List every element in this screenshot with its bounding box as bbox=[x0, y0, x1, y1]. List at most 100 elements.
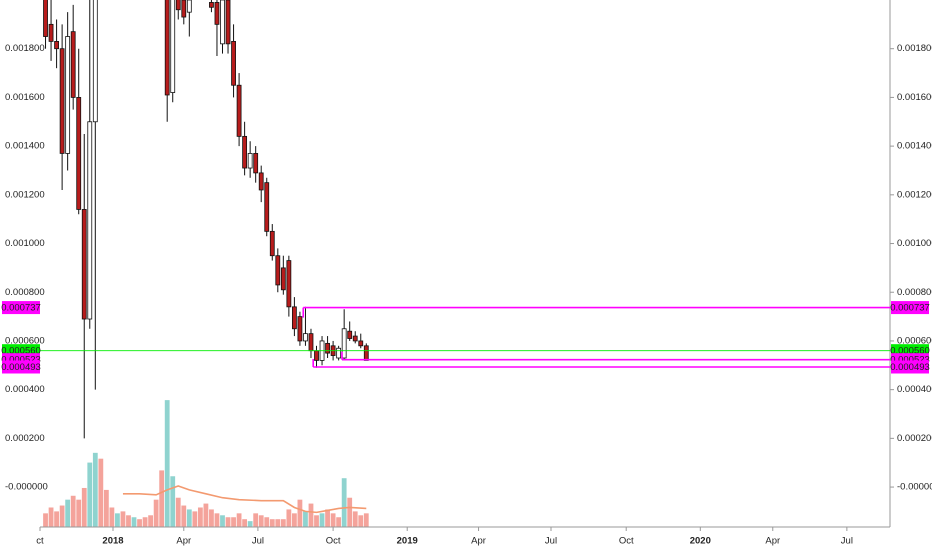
volume-bar bbox=[98, 458, 104, 527]
volume-bar bbox=[148, 515, 154, 527]
volume-bar bbox=[280, 519, 286, 527]
candle-body bbox=[170, 0, 176, 93]
y-tick-label-right: 0.001000 bbox=[897, 238, 932, 249]
candle-body bbox=[76, 97, 82, 210]
volume-bar bbox=[142, 517, 148, 527]
x-tick-label: Jul bbox=[545, 536, 557, 547]
level-label-right: 0.000523 bbox=[890, 355, 930, 366]
candle-body bbox=[81, 209, 87, 320]
volume-bar bbox=[186, 509, 192, 527]
level-label-left: 0.000737 bbox=[1, 303, 41, 314]
volume-moving-average bbox=[122, 485, 367, 514]
volume-bar bbox=[220, 515, 225, 527]
candle-body bbox=[303, 333, 308, 342]
volume-bar bbox=[275, 519, 281, 527]
x-tick-label: Apr bbox=[765, 536, 780, 547]
volume-bar bbox=[236, 513, 242, 527]
candle-body bbox=[70, 31, 76, 98]
level-label-right: 0.000560 bbox=[890, 346, 930, 357]
volume-bar bbox=[253, 513, 259, 527]
x-tick-label: Apr bbox=[176, 536, 191, 547]
candle-body bbox=[87, 121, 93, 320]
volume-bar bbox=[109, 507, 115, 527]
volume-bar bbox=[59, 505, 65, 527]
candle-body bbox=[247, 153, 253, 169]
volume-bar bbox=[126, 515, 131, 527]
volume-bar bbox=[286, 509, 292, 527]
candle-body bbox=[186, 0, 192, 13]
volume-bar bbox=[203, 503, 209, 527]
candle-body bbox=[264, 182, 270, 232]
volume-bar bbox=[170, 476, 176, 527]
volume-bar bbox=[87, 462, 93, 527]
y-tick-label-right: 0.000400 bbox=[897, 384, 932, 395]
y-tick-label-right: 0.001800 bbox=[897, 43, 932, 54]
candle-body bbox=[308, 333, 314, 352]
candle-body bbox=[220, 0, 225, 45]
candle-body bbox=[325, 342, 330, 354]
candle-body bbox=[231, 41, 236, 86]
level-label-box-right bbox=[891, 360, 929, 374]
volume-bar bbox=[103, 489, 109, 527]
candle-body bbox=[59, 48, 65, 154]
volume-bar bbox=[81, 487, 87, 527]
volume-bar bbox=[336, 517, 342, 527]
y-tick-label-left: 0.001600 bbox=[5, 92, 45, 103]
y-tick-label-right: 0.001200 bbox=[897, 189, 932, 200]
volume-bar bbox=[92, 452, 98, 527]
volume-bar bbox=[247, 521, 253, 527]
volume-bar bbox=[325, 509, 330, 527]
volume-bar bbox=[319, 513, 325, 527]
level-label-box-right bbox=[891, 301, 929, 315]
volume-bar bbox=[341, 478, 347, 527]
candle-body bbox=[286, 260, 292, 308]
candle-body bbox=[314, 350, 319, 361]
volume-bar bbox=[308, 503, 314, 527]
candle-body bbox=[214, 2, 220, 25]
volume-bar bbox=[209, 509, 214, 527]
candle-body bbox=[181, 0, 187, 18]
candle-body bbox=[341, 328, 347, 359]
candle-body bbox=[347, 330, 353, 339]
candle-body bbox=[280, 267, 286, 291]
volume-bar bbox=[54, 511, 59, 527]
x-tick-label: 2020 bbox=[690, 536, 711, 547]
volume-bar bbox=[297, 499, 303, 527]
candle-body bbox=[275, 255, 281, 286]
volume-bar bbox=[264, 517, 270, 527]
volume-bar bbox=[214, 513, 220, 527]
y-tick-label-right: 0.000200 bbox=[897, 433, 932, 444]
y-tick-label-left: 0.001000 bbox=[5, 238, 45, 249]
y-tick-label-left: 0.001400 bbox=[5, 141, 45, 152]
candle-body bbox=[65, 36, 71, 154]
volume-bar bbox=[192, 511, 198, 527]
y-tick-label-left: 0.000200 bbox=[5, 433, 45, 444]
volume-bar bbox=[120, 511, 126, 527]
volume-bar bbox=[242, 519, 248, 527]
volume-bar bbox=[314, 515, 319, 527]
candle-body bbox=[363, 345, 369, 361]
volume-bar bbox=[153, 499, 159, 527]
level-label-box-left bbox=[2, 360, 40, 374]
y-tick-label-left: 0.001800 bbox=[5, 43, 45, 54]
x-tick-label: Jul bbox=[252, 536, 264, 547]
volume-bar bbox=[291, 513, 297, 527]
volume-bar bbox=[48, 507, 54, 527]
candle-body bbox=[336, 347, 342, 359]
volume-bar bbox=[115, 513, 120, 527]
x-tick-label: Apr bbox=[471, 536, 486, 547]
volume-bar bbox=[363, 513, 369, 527]
volume-bar bbox=[231, 517, 236, 527]
volume-bar bbox=[131, 517, 137, 527]
volume-bar bbox=[137, 519, 142, 527]
volume-bar bbox=[76, 499, 82, 527]
candle-body bbox=[253, 153, 259, 174]
candle-body bbox=[54, 41, 59, 50]
volume-bar bbox=[159, 470, 165, 527]
volume-bar bbox=[303, 511, 308, 527]
level-label-box-left bbox=[2, 301, 40, 315]
volume-bar bbox=[352, 511, 358, 527]
candle-body bbox=[242, 135, 248, 169]
